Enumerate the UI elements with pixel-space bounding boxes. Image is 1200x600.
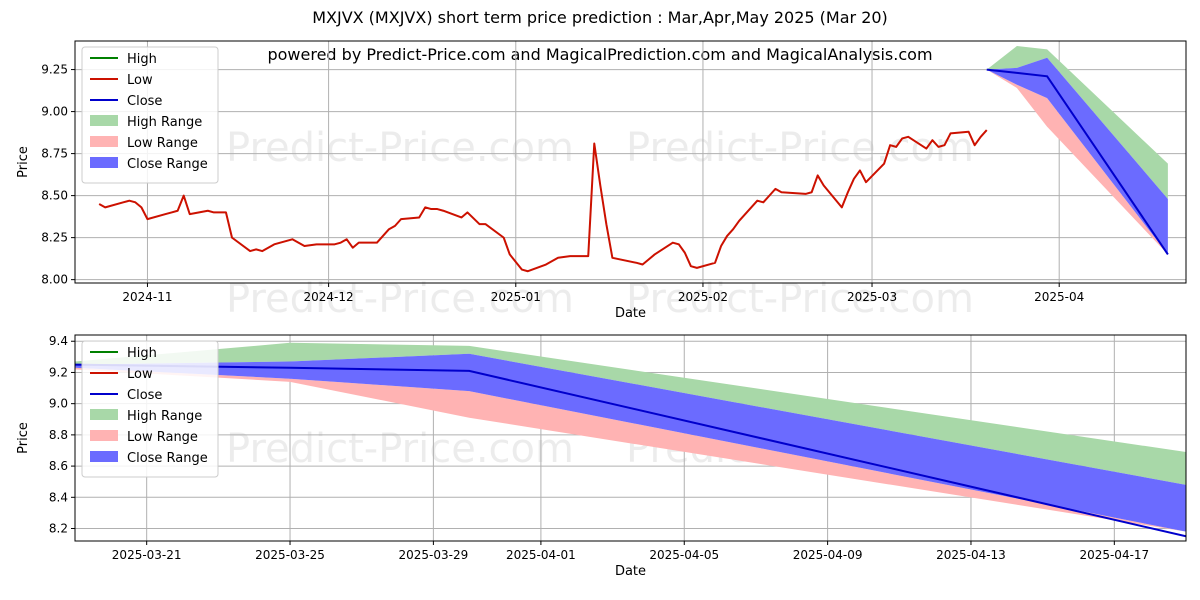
legend-label: Close Range [127, 157, 208, 172]
x-tick-label: 2024-11 [122, 290, 172, 304]
legend-box [81, 46, 219, 184]
x-tick-label: 2025-04-05 [649, 548, 719, 562]
legend-label: High [127, 52, 157, 67]
y-tick-label: 9.4 [49, 334, 68, 348]
y-tick-label: 8.2 [49, 522, 68, 536]
x-tick-label: 2025-04-17 [1079, 548, 1149, 562]
x-axis-label: Date [615, 564, 646, 579]
x-tick-label: 2025-04-09 [793, 548, 863, 562]
chart-panel-1: Predict-Price.com Predict-Price.com Predic… [16, 40, 1187, 322]
legend-swatch [90, 136, 118, 147]
x-tick-label: 2025-04-01 [506, 548, 576, 562]
y-axis-label: Price [16, 146, 31, 178]
x-tick-label: 2025-03-21 [112, 548, 182, 562]
y-tick-label: 9.25 [41, 63, 68, 77]
y-tick-label: 8.25 [41, 231, 68, 245]
legend-label: Low [127, 367, 153, 382]
legend-label: Low Range [127, 136, 198, 151]
y-tick-label: 9.00 [41, 105, 68, 119]
chart-panel-2: Predict-Price.comPredict-Price.com2025-0… [16, 334, 1187, 579]
chart-title: MXJVX (MXJVX) short term price predictio… [312, 8, 888, 27]
legend-swatch [90, 451, 118, 462]
watermark-text: Predict-Price.com [226, 125, 574, 171]
watermark-text: Predict-Price.com [626, 125, 974, 171]
low-history-line [98, 129, 988, 273]
x-tick-label: 2025-04 [1034, 290, 1084, 304]
y-tick-label: 8.00 [41, 273, 68, 287]
x-tick-label: 2025-01 [491, 290, 541, 304]
y-tick-label: 9.2 [49, 365, 68, 379]
y-tick-label: 8.75 [41, 147, 68, 161]
x-tick-label: 2025-03-25 [255, 548, 325, 562]
legend-label: High Range [127, 409, 202, 424]
legend-label: Close [127, 388, 162, 403]
legend-swatch [90, 430, 118, 441]
legend-label: Close [127, 94, 162, 109]
legend-label: Low Range [127, 430, 198, 445]
chart-subtitle: powered by Predict-Price.com and Magical… [267, 45, 933, 64]
watermark-text: Predict-Price.com [226, 426, 574, 472]
legend-label: High Range [127, 115, 202, 130]
legend: High Low Close High Range Low Range Close Ran… [81, 340, 219, 478]
plot-area [98, 46, 1169, 273]
legend-label: Low [127, 73, 153, 88]
legend-box [81, 340, 219, 478]
legend-swatch [90, 409, 118, 420]
legend-label: Close Range [127, 451, 208, 466]
watermark-text: Predict-Price.com [626, 276, 974, 322]
high-range-band [986, 46, 1168, 199]
x-axis-label: Date [615, 306, 646, 321]
x-tick-label: 2025-03 [847, 290, 897, 304]
y-axis-label: Price [16, 422, 31, 454]
y-tick-label: 8.4 [49, 490, 68, 504]
legend-swatch [90, 115, 118, 126]
y-tick-label: 9.0 [49, 397, 68, 411]
x-tick-label: 2025-04-13 [936, 548, 1006, 562]
y-tick-label: 8.6 [49, 459, 68, 473]
y-tick-label: 8.50 [41, 189, 68, 203]
legend-label: High [127, 346, 157, 361]
plot-frame [74, 40, 1187, 284]
x-tick-label: 2024-12 [304, 290, 354, 304]
y-tick-label: 8.8 [49, 428, 68, 442]
x-tick-label: 2025-03-29 [399, 548, 469, 562]
legend-swatch [90, 157, 118, 168]
legend: High Low Close High Range Low Range Close Ran… [81, 46, 219, 184]
plot-frame [74, 334, 1187, 542]
x-tick-label: 2025-02 [678, 290, 728, 304]
close-range-band [986, 57, 1168, 255]
close-forecast-line [986, 68, 1169, 255]
